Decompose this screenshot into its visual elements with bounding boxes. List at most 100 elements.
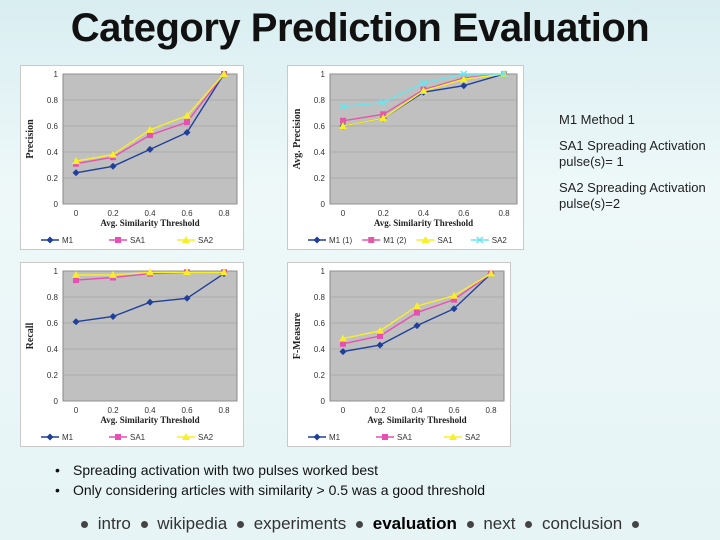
nav-link-next[interactable]: next bbox=[483, 514, 516, 533]
data-point bbox=[414, 309, 420, 316]
data-point bbox=[73, 277, 79, 284]
legend-label: M1 bbox=[62, 433, 74, 442]
legend-marker bbox=[115, 237, 121, 243]
x-tick-label: 0 bbox=[74, 209, 79, 218]
x-tick-label: 0.6 bbox=[181, 209, 193, 218]
series-sa2 bbox=[339, 269, 495, 342]
y-tick-label: 0 bbox=[54, 200, 59, 209]
data-point bbox=[340, 340, 346, 347]
nav-dot-icon bbox=[466, 521, 474, 529]
legend-marker bbox=[382, 434, 388, 440]
legend-marker bbox=[182, 433, 190, 440]
y-axis-label: Precision bbox=[25, 119, 36, 159]
nav-link-wikipedia[interactable]: wikipedia bbox=[157, 514, 228, 533]
x-axis-label: Avg. Similarity Threshold bbox=[374, 218, 473, 228]
data-point bbox=[413, 322, 421, 330]
legend-entry: M1 (1) bbox=[308, 236, 352, 245]
nav-link-conclusion[interactable]: conclusion bbox=[541, 514, 623, 533]
y-tick-label: 0.2 bbox=[47, 371, 59, 380]
data-point bbox=[220, 268, 228, 276]
y-tick-label: 0.6 bbox=[47, 319, 59, 328]
data-point bbox=[339, 102, 347, 111]
legend-label: M1 (2) bbox=[383, 236, 406, 245]
x-tick-label: 0.8 bbox=[498, 209, 510, 218]
y-axis-label: Recall bbox=[25, 322, 36, 349]
finding-item: • Spreading activation with two pulses wo… bbox=[55, 460, 485, 480]
legend-label: M1 (1) bbox=[329, 236, 352, 245]
x-tick-label: 0.6 bbox=[181, 406, 193, 415]
x-tick-label: 0.8 bbox=[218, 406, 230, 415]
legend-entry: M1 bbox=[308, 433, 341, 442]
findings-list: • Spreading activation with two pulses wo… bbox=[55, 460, 485, 500]
legend-label: SA1 bbox=[438, 236, 454, 245]
legend-marker bbox=[115, 434, 121, 440]
legend-marker bbox=[46, 236, 54, 244]
legend-label: SA2 bbox=[492, 236, 508, 245]
data-point bbox=[460, 82, 468, 90]
plot-area bbox=[329, 270, 505, 402]
data-point bbox=[500, 70, 508, 78]
data-point bbox=[379, 99, 387, 107]
data-point bbox=[147, 132, 153, 139]
method-legend-sa1: SA1 Spreading Activation pulse(s)= 1 bbox=[559, 138, 706, 169]
data-point bbox=[451, 296, 457, 303]
data-point bbox=[419, 79, 428, 87]
x-axis-label: Avg. Similarity Threshold bbox=[367, 415, 466, 425]
method-legend-m1: M1 Method 1 bbox=[559, 112, 635, 127]
data-point bbox=[340, 117, 346, 124]
x-tick-label: 0.4 bbox=[144, 406, 156, 415]
nav-dot-icon bbox=[140, 521, 148, 529]
data-point bbox=[413, 302, 421, 310]
y-tick-label: 0 bbox=[54, 397, 59, 406]
recall-panel: 0 0.2 0.4 0.6 0.8 1 0 0.2 0.4 0.6 0.8 Avg. Similari… bbox=[20, 262, 244, 447]
series-sa2 bbox=[72, 268, 228, 278]
x-tick-label: 0.4 bbox=[418, 209, 430, 218]
data-point bbox=[109, 313, 117, 320]
nav-dot-icon bbox=[525, 521, 533, 529]
data-point bbox=[109, 162, 117, 170]
nav-link-evaluation[interactable]: evaluation bbox=[372, 514, 457, 533]
f-measure-chart: 0 0.2 0.4 0.6 0.8 1 0 0.2 0.4 0.6 0.8 Avg. Similari… bbox=[292, 267, 505, 442]
y-tick-label: 1 bbox=[54, 70, 59, 79]
recall-chart: 0 0.2 0.4 0.6 0.8 1 0 0.2 0.4 0.6 0.8 Avg. Similari… bbox=[25, 267, 238, 442]
data-point bbox=[450, 291, 458, 299]
y-axis-label: F-Measure bbox=[292, 312, 303, 359]
legend-entry: M1 bbox=[41, 433, 74, 442]
y-tick-label: 0.4 bbox=[314, 148, 326, 157]
legend-entry: SA1 bbox=[109, 236, 146, 245]
nav-link-intro[interactable]: intro bbox=[97, 514, 131, 533]
x-tick-label: 0.2 bbox=[374, 406, 386, 415]
x-tick-label: 0 bbox=[341, 406, 346, 415]
legend-label: SA2 bbox=[465, 433, 481, 442]
y-tick-label: 0.8 bbox=[314, 96, 326, 105]
data-point bbox=[339, 334, 347, 342]
avg-precision-chart: 0 0.2 0.4 0.6 0.8 1 0 0.2 0.4 0.6 0.8 Avg. Similari… bbox=[292, 70, 518, 245]
page-title: Category Prediction Evaluation bbox=[70, 6, 650, 50]
legend-marker bbox=[313, 236, 321, 244]
series-sa2 bbox=[339, 70, 508, 111]
x-tick-label: 0.8 bbox=[485, 406, 497, 415]
legend-label: M1 bbox=[62, 236, 74, 245]
y-tick-label: 0.4 bbox=[314, 345, 326, 354]
y-tick-label: 0.6 bbox=[314, 319, 326, 328]
legend-entry: SA1 bbox=[416, 236, 454, 245]
data-point bbox=[339, 122, 347, 129]
data-point bbox=[146, 125, 154, 133]
y-tick-label: 0.8 bbox=[47, 293, 59, 302]
y-tick-label: 0 bbox=[321, 397, 326, 406]
nav-link-experiments[interactable]: experiments bbox=[253, 514, 347, 533]
nav-dot-icon bbox=[632, 521, 639, 529]
x-tick-label: 0.4 bbox=[144, 209, 156, 218]
legend-entry: SA2 bbox=[444, 433, 481, 442]
y-tick-label: 1 bbox=[54, 267, 59, 276]
data-point bbox=[109, 150, 117, 158]
y-tick-label: 0.4 bbox=[47, 148, 59, 157]
precision-chart: 0 0.2 0.4 0.6 0.8 1 0 0.2 0.4 0.6 0.8 Avg. Similari… bbox=[25, 70, 238, 245]
data-point bbox=[146, 145, 154, 153]
legend-label: SA2 bbox=[198, 433, 214, 442]
bullet-icon: • bbox=[55, 462, 60, 478]
legend-marker bbox=[449, 433, 457, 440]
x-tick-label: 0.2 bbox=[378, 209, 390, 218]
plot-area bbox=[62, 270, 238, 402]
data-point bbox=[72, 318, 80, 326]
